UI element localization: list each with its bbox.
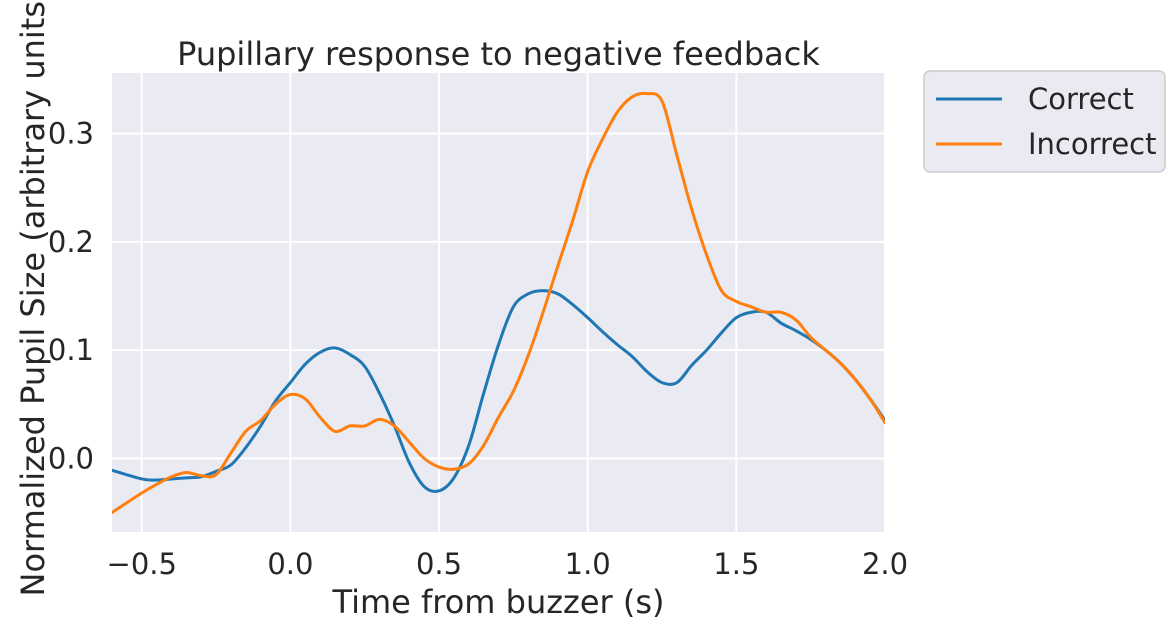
- series-lines: [112, 91, 885, 515]
- x-tick-label: 0.5: [416, 547, 462, 581]
- series-line-incorrect: [112, 91, 885, 515]
- x-tick-label: −0.5: [107, 547, 177, 581]
- x-tick-label: 2.0: [862, 547, 908, 581]
- y-tick-label: 0.0: [48, 441, 94, 475]
- legend: Correct Incorrect: [923, 70, 1166, 173]
- x-axis-label: Time from buzzer (s): [332, 583, 665, 621]
- legend-label-correct: Correct: [1028, 82, 1134, 116]
- y-axis-label: Normalized Pupil Size (arbitrary units): [14, 0, 52, 596]
- y-tick-label: 0.3: [48, 117, 94, 151]
- x-tick-label: 1.0: [565, 547, 611, 581]
- tick-labels: −0.5 0.0 0.5 1.0 1.5 2.0 0.0 0.1 0.2 0.3: [48, 117, 908, 581]
- legend-items: Correct Incorrect: [936, 82, 1156, 161]
- legend-box: [923, 70, 1166, 173]
- x-tick-label: 1.5: [713, 547, 759, 581]
- legend-label-incorrect: Incorrect: [1028, 127, 1156, 161]
- chart-title: Pupillary response to negative feedback: [177, 35, 820, 73]
- x-tick-label: 0.0: [267, 547, 313, 581]
- plot-area: [112, 73, 885, 532]
- y-tick-label: 0.1: [48, 333, 94, 367]
- y-tick-label: 0.2: [48, 225, 94, 259]
